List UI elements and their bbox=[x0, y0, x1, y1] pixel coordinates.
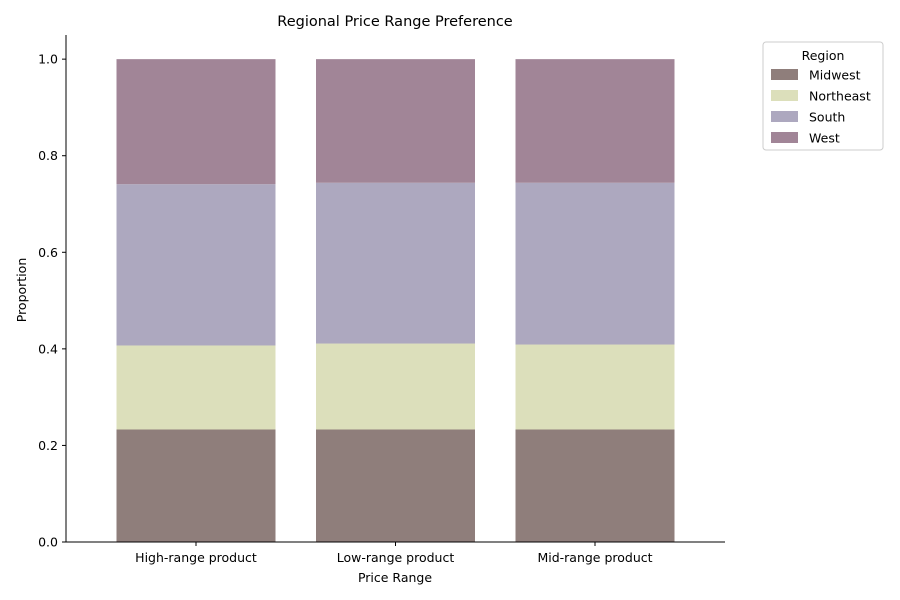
chart-title: Regional Price Range Preference bbox=[277, 14, 513, 30]
x-tick-label-low-range-product: Low-range product bbox=[337, 550, 455, 565]
x-tick-label-high-range-product: High-range product bbox=[135, 550, 257, 565]
bar-high-range-product-northeast bbox=[116, 345, 276, 430]
legend-swatch-west bbox=[771, 132, 798, 143]
bar-mid-range-product-west bbox=[515, 59, 675, 183]
y-tick-label: 0.0 bbox=[38, 535, 58, 550]
y-axis-label: Proportion bbox=[14, 258, 29, 323]
legend-swatch-midwest bbox=[771, 69, 798, 80]
bar-low-range-product-midwest bbox=[316, 429, 475, 542]
bars-group bbox=[116, 59, 675, 542]
y-tick-label: 0.8 bbox=[38, 148, 58, 163]
legend-label-midwest: Midwest bbox=[809, 68, 861, 83]
legend-items: Midwest Northeast South West bbox=[771, 68, 871, 146]
bar-low-range-product-west bbox=[316, 59, 475, 183]
bar-high-range-product-midwest bbox=[116, 429, 276, 542]
legend-swatch-south bbox=[771, 111, 798, 122]
bar-low-range-product-south bbox=[316, 182, 475, 344]
bar-mid-range-product-northeast bbox=[515, 344, 675, 430]
x-tick-label-mid-range-product: Mid-range product bbox=[537, 550, 652, 565]
bar-high-range-product-south bbox=[116, 184, 276, 346]
y-tick-label: 0.2 bbox=[38, 438, 58, 453]
y-tick-label: 0.6 bbox=[38, 245, 58, 260]
bar-mid-range-product-midwest bbox=[515, 429, 675, 542]
y-tick-label: 1.0 bbox=[38, 52, 58, 67]
bar-low-range-product-northeast bbox=[316, 343, 475, 430]
bar-high-range-product-west bbox=[116, 59, 276, 185]
legend-title: Region bbox=[802, 48, 845, 63]
axes-group: 0.0 0.2 0.4 0.6 0.8 1.0 High-range product Low-… bbox=[38, 35, 725, 565]
legend-label-west: West bbox=[809, 131, 840, 146]
legend-label-south: South bbox=[809, 110, 845, 125]
legend-label-northeast: Northeast bbox=[809, 89, 871, 104]
bar-mid-range-product-south bbox=[515, 182, 675, 345]
x-axis-label: Price Range bbox=[358, 570, 432, 585]
legend-swatch-northeast bbox=[771, 90, 798, 101]
legend: Region Midwest Northeast South West bbox=[762, 41, 884, 151]
y-tick-label: 0.4 bbox=[38, 341, 58, 356]
